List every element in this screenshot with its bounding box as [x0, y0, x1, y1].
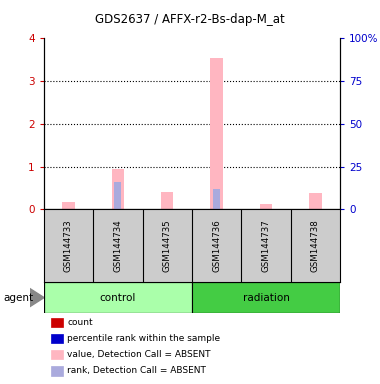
Bar	[44, 282, 192, 313]
Text: GDS2637 / AFFX-r2-Bs-dap-M_at: GDS2637 / AFFX-r2-Bs-dap-M_at	[95, 13, 285, 26]
Text: GSM144738: GSM144738	[311, 219, 320, 272]
Text: value, Detection Call = ABSENT: value, Detection Call = ABSENT	[67, 350, 211, 359]
Bar	[192, 282, 340, 313]
Text: radiation: radiation	[242, 293, 290, 303]
Text: percentile rank within the sample: percentile rank within the sample	[67, 334, 220, 343]
Text: GSM144735: GSM144735	[163, 219, 172, 272]
Bar	[260, 204, 272, 209]
Text: GSM144734: GSM144734	[113, 219, 122, 272]
Bar	[112, 169, 124, 209]
Text: count: count	[67, 318, 93, 327]
Bar	[161, 192, 173, 209]
Text: control: control	[100, 293, 136, 303]
Text: GSM144733: GSM144733	[64, 219, 73, 272]
Text: rank, Detection Call = ABSENT: rank, Detection Call = ABSENT	[67, 366, 206, 376]
Text: agent: agent	[4, 293, 34, 303]
Polygon shape	[30, 288, 44, 307]
Bar	[62, 202, 74, 209]
Bar	[309, 193, 321, 209]
Bar	[211, 58, 223, 209]
Bar	[114, 182, 121, 209]
Text: GSM144736: GSM144736	[212, 219, 221, 272]
Bar	[213, 189, 220, 209]
Text: GSM144737: GSM144737	[261, 219, 271, 272]
